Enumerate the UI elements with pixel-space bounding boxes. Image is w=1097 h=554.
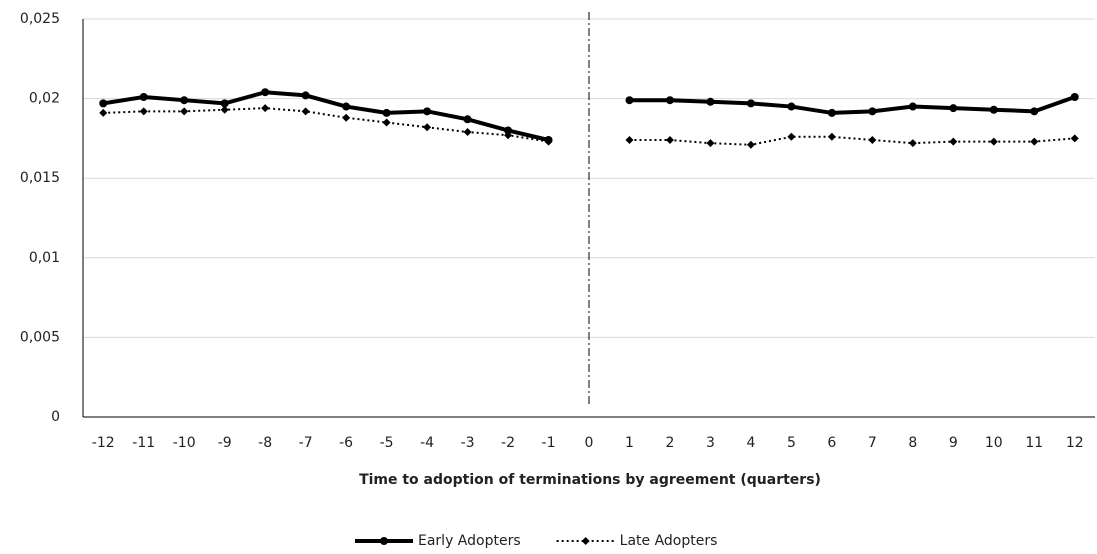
marker xyxy=(989,105,998,114)
marker xyxy=(989,137,998,146)
marker xyxy=(342,102,351,111)
x-tick-label: -10 xyxy=(173,435,196,451)
marker xyxy=(220,99,229,108)
x-tick-label: -7 xyxy=(299,435,313,451)
marker xyxy=(1030,137,1039,146)
marker xyxy=(301,107,310,116)
x-tick-label: 6 xyxy=(827,435,836,451)
x-tick-label: 5 xyxy=(787,435,796,451)
x-tick-label: 0 xyxy=(585,435,594,451)
marker xyxy=(868,107,877,116)
marker xyxy=(423,107,432,116)
y-tick-label: 0,02 xyxy=(29,91,60,107)
x-tick-label: -2 xyxy=(501,435,515,451)
marker xyxy=(180,107,189,116)
marker xyxy=(706,139,715,148)
x-tick-label: -4 xyxy=(420,435,434,451)
x-tick-label: 10 xyxy=(985,435,1003,451)
x-tick-label: 12 xyxy=(1066,435,1084,451)
legend-label: Early Adopters xyxy=(418,533,521,549)
marker xyxy=(139,107,148,116)
marker xyxy=(504,126,513,135)
marker xyxy=(139,93,148,102)
x-tick-label: 3 xyxy=(706,435,715,451)
y-tick-label: 0,015 xyxy=(20,170,60,186)
x-tick-label: -9 xyxy=(218,435,232,451)
marker xyxy=(180,96,189,105)
x-tick-label: 4 xyxy=(746,435,755,451)
marker xyxy=(261,104,270,113)
marker xyxy=(382,118,391,127)
x-tick-label: -6 xyxy=(339,435,353,451)
marker xyxy=(949,104,958,113)
marker xyxy=(1070,134,1079,143)
marker xyxy=(787,132,796,141)
x-tick-label: 11 xyxy=(1025,435,1043,451)
y-tick-label: 0,005 xyxy=(20,329,60,345)
y-tick-label: 0 xyxy=(51,409,60,425)
marker xyxy=(827,108,836,117)
marker xyxy=(380,537,388,545)
marker xyxy=(787,102,796,111)
marker xyxy=(423,123,432,132)
x-tick-label: -3 xyxy=(461,435,475,451)
marker xyxy=(949,137,958,146)
marker xyxy=(99,99,108,108)
y-tick-label: 0,01 xyxy=(29,250,60,266)
marker xyxy=(261,88,270,97)
marker xyxy=(463,128,472,137)
marker xyxy=(625,135,634,144)
x-tick-label: 2 xyxy=(665,435,674,451)
marker xyxy=(665,135,674,144)
x-tick-label: -11 xyxy=(132,435,155,451)
x-tick-label: 8 xyxy=(908,435,917,451)
marker xyxy=(99,108,108,117)
marker xyxy=(504,131,513,140)
marker xyxy=(220,105,229,114)
marker xyxy=(908,139,917,148)
marker xyxy=(1030,107,1039,116)
marker xyxy=(706,97,715,106)
x-tick-label: 1 xyxy=(625,435,634,451)
marker xyxy=(1070,93,1079,102)
x-tick-label: -5 xyxy=(380,435,394,451)
x-tick-label: -1 xyxy=(542,435,556,451)
x-tick-label: -8 xyxy=(258,435,272,451)
marker xyxy=(342,113,351,122)
marker xyxy=(746,99,755,108)
y-tick-label: 0,025 xyxy=(20,11,60,27)
marker xyxy=(868,135,877,144)
marker xyxy=(665,96,674,105)
marker xyxy=(382,108,391,117)
x-tick-label: -12 xyxy=(92,435,115,451)
marker xyxy=(827,132,836,141)
marker xyxy=(463,115,472,124)
marker xyxy=(301,91,310,100)
marker xyxy=(544,137,553,146)
x-tick-label: 7 xyxy=(868,435,877,451)
marker xyxy=(581,537,590,545)
series-line xyxy=(102,90,1076,142)
marker xyxy=(625,96,634,105)
x-tick-label: 9 xyxy=(949,435,958,451)
marker xyxy=(746,140,755,149)
x-axis-title: Time to adoption of terminations by agre… xyxy=(359,472,821,488)
legend-label: Late Adopters xyxy=(620,533,718,549)
marker xyxy=(908,102,917,111)
